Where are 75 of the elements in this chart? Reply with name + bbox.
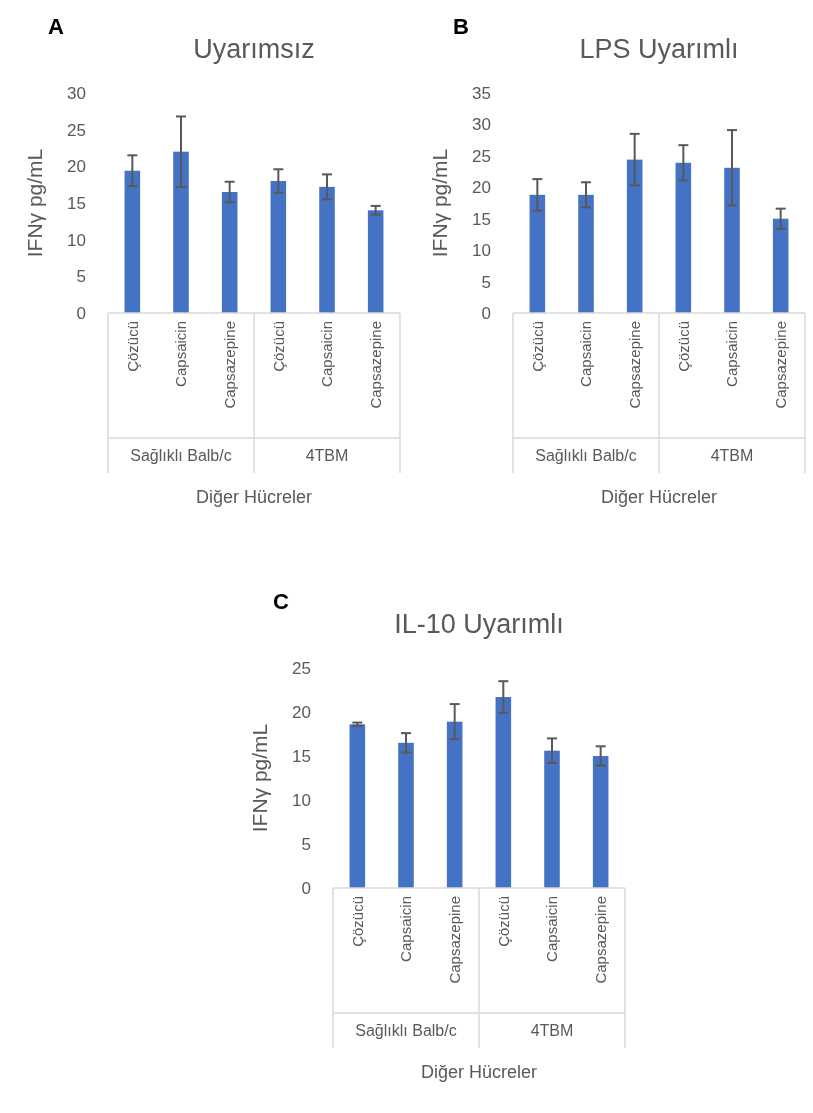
- bar: [221, 192, 238, 313]
- x-tick-label: Capsaicin: [172, 321, 190, 387]
- bar: [544, 750, 560, 888]
- bar: [578, 194, 594, 313]
- x-tick-label: Capsaicin: [397, 896, 415, 962]
- bar: [124, 170, 141, 313]
- y-tick-label: 20: [292, 702, 311, 722]
- x-axis-title: Diğer Hücreler: [420, 1062, 538, 1082]
- y-tick-label: 10: [292, 790, 311, 810]
- y-tick-label: 15: [67, 193, 86, 213]
- y-tick-label: 20: [67, 157, 86, 177]
- x-axis-title: Diğer Hücreler: [195, 487, 313, 507]
- x-tick-label: Çözücü: [528, 321, 546, 372]
- y-tick-label: 35: [472, 83, 491, 103]
- text: 4TBM: [305, 447, 349, 464]
- x-tick-label: Capsazepine: [366, 321, 384, 409]
- bar: [626, 159, 643, 313]
- y-tick-label: 0: [481, 303, 491, 323]
- y-axis-title: IFNγ pg/mL: [248, 723, 271, 833]
- bar: [495, 697, 512, 888]
- text: Sağlıklı Balb/c: [535, 447, 637, 464]
- text: 4TBM: [710, 447, 754, 464]
- bar: [349, 724, 366, 888]
- chart-title: LPS Uyarımlı: [579, 34, 739, 64]
- bar: [772, 218, 789, 313]
- x-tick-label: Capsazepine: [220, 321, 238, 409]
- bar: [592, 756, 609, 888]
- y-tick-label: 10: [472, 241, 491, 261]
- x-tick-label: Capsaicin: [723, 321, 741, 387]
- bar: [446, 721, 463, 888]
- y-tick-label: 5: [76, 267, 86, 287]
- bar: [724, 167, 740, 313]
- y-tick-label: 30: [472, 115, 491, 135]
- text: B: [453, 14, 469, 39]
- y-tick-label: 0: [76, 303, 86, 323]
- bar: [319, 186, 335, 313]
- y-tick-label: 20: [472, 178, 491, 198]
- x-tick-label: Capsazepine: [591, 896, 609, 984]
- y-axis-title: IFNγ pg/mL: [428, 148, 451, 258]
- y-tick-label: 10: [67, 230, 86, 250]
- text: C: [273, 589, 289, 614]
- bar: [398, 742, 414, 888]
- text: A: [48, 14, 64, 39]
- y-tick-label: 0: [301, 878, 311, 898]
- chart-title: Uyarımsız: [193, 34, 315, 64]
- x-tick-label: Capsaicin: [577, 321, 595, 387]
- x-tick-label: Capsazepine: [771, 321, 789, 409]
- y-tick-label: 25: [292, 658, 311, 678]
- y-tick-label: 15: [292, 746, 311, 766]
- y-axis-title: IFNγ pg/mL: [23, 148, 46, 258]
- y-tick-label: 25: [67, 120, 86, 140]
- text: Sağlıklı Balb/c: [355, 1022, 457, 1039]
- x-tick-label: Çözücü: [269, 321, 287, 372]
- x-axis-title: Diğer Hücreler: [600, 487, 718, 507]
- x-tick-label: Capsazepine: [445, 896, 463, 984]
- x-tick-label: Çözücü: [348, 896, 366, 947]
- x-tick-label: Capsazepine: [625, 321, 643, 409]
- text: 4TBM: [530, 1022, 574, 1039]
- x-tick-label: Çözücü: [123, 321, 141, 372]
- text: Sağlıklı Balb/c: [130, 447, 232, 464]
- x-tick-label: Çözücü: [494, 896, 512, 947]
- bar: [270, 181, 287, 313]
- x-tick-label: Çözücü: [674, 321, 692, 372]
- x-tick-label: Capsaicin: [318, 321, 336, 387]
- y-tick-label: 30: [67, 83, 86, 103]
- bar: [367, 210, 384, 313]
- y-tick-label: 25: [472, 146, 491, 166]
- bar: [529, 194, 546, 313]
- y-tick-label: 5: [481, 272, 491, 292]
- y-tick-label: 15: [472, 209, 491, 229]
- y-tick-label: 5: [301, 834, 311, 854]
- x-tick-label: Capsaicin: [543, 896, 561, 962]
- bar: [173, 151, 189, 313]
- bar: [675, 162, 692, 313]
- chart-title: IL-10 Uyarımlı: [394, 609, 564, 639]
